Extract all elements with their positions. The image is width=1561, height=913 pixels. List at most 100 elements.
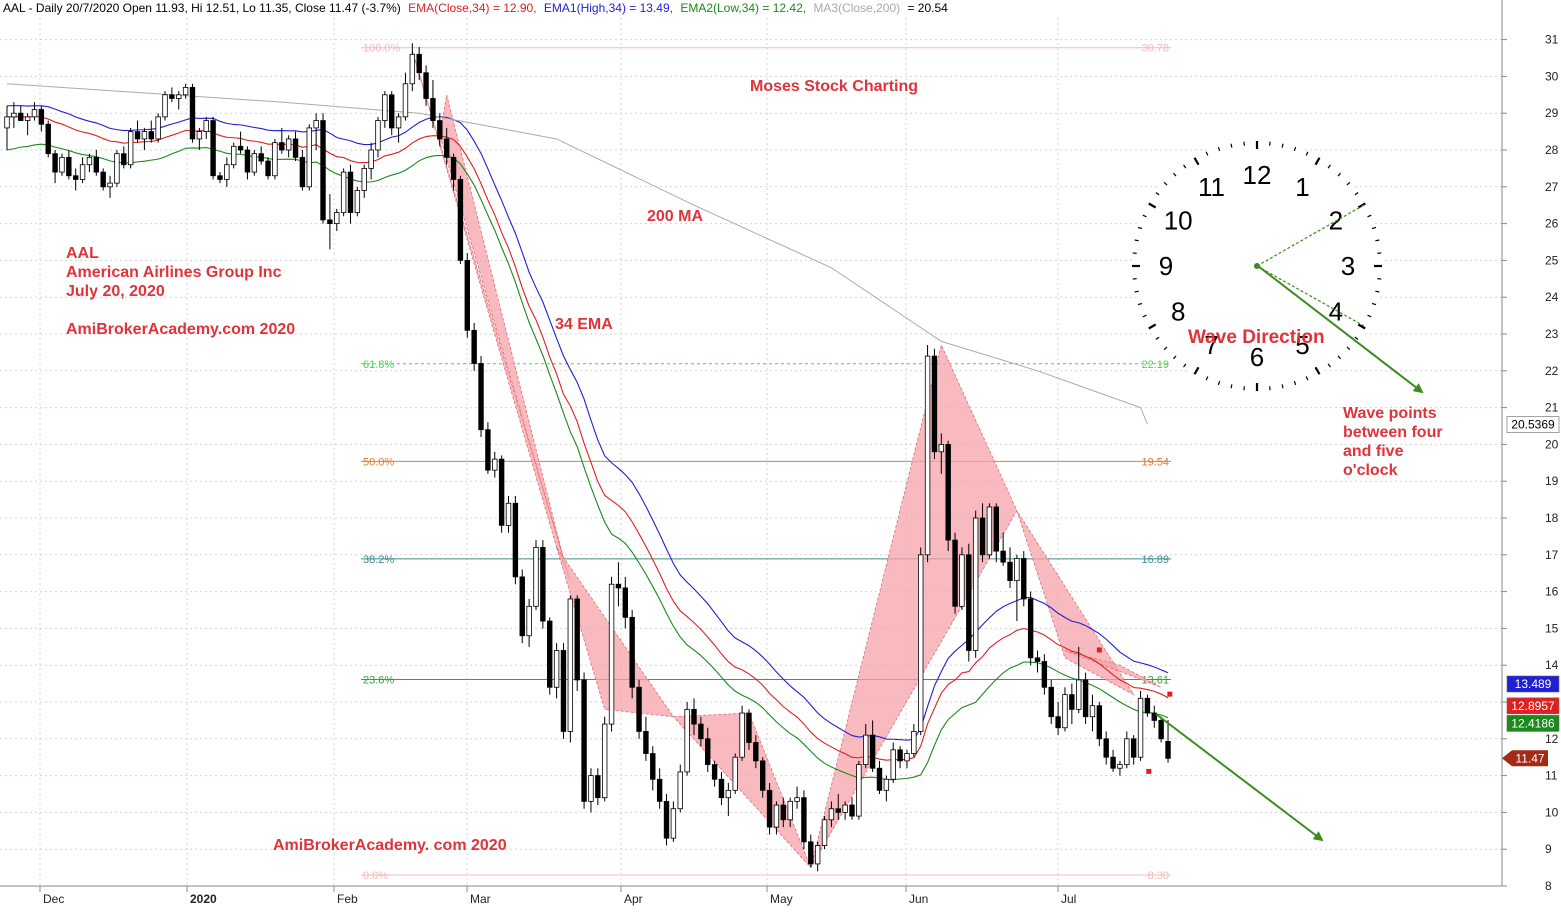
candle-body — [1159, 720, 1164, 738]
candle-body — [396, 117, 401, 128]
candle-body — [451, 157, 456, 179]
wave-note-line-4: o'clock — [1343, 462, 1398, 479]
candle-body — [121, 154, 126, 165]
candle-body — [444, 139, 449, 157]
candle-body — [678, 772, 683, 809]
candle-body — [870, 735, 875, 768]
candle-body — [788, 801, 793, 819]
fib-level-label: 100.0% — [363, 43, 401, 55]
candle-body — [699, 724, 704, 739]
candle-body — [877, 768, 882, 790]
candle-body — [128, 132, 133, 165]
candle-body — [1076, 680, 1081, 709]
candle-body — [211, 121, 216, 176]
clock-tick — [1375, 291, 1379, 292]
clock-tick — [1282, 144, 1283, 148]
candle-body — [623, 588, 628, 617]
candle-body — [760, 761, 765, 790]
clock-tick — [1282, 384, 1283, 388]
clock-tick — [1231, 144, 1232, 148]
candle-body — [321, 121, 326, 220]
pivot-marker — [1097, 647, 1102, 652]
candle-body — [692, 709, 697, 724]
pivot-marker — [1146, 769, 1151, 774]
candle-body — [589, 776, 594, 802]
candle-body — [506, 503, 511, 525]
clock-number: 10 — [1164, 206, 1193, 236]
price-tick-label: 16 — [1545, 585, 1559, 599]
candle-body — [644, 731, 649, 753]
price-tick-label: 27 — [1545, 180, 1559, 194]
candle-body — [424, 73, 429, 99]
candle-body — [1090, 706, 1095, 717]
candle-body — [857, 765, 862, 817]
candle-body — [520, 577, 525, 636]
candle-body — [925, 356, 930, 555]
candle-body — [1008, 562, 1013, 580]
candle-body — [479, 363, 484, 429]
candle-body — [939, 444, 944, 451]
price-tick-label: 18 — [1545, 511, 1559, 525]
price-tick-label: 14 — [1545, 658, 1559, 672]
candle-body — [108, 183, 113, 187]
candle-body — [273, 143, 278, 176]
candle-body — [747, 713, 752, 742]
candle-body — [101, 172, 106, 187]
candle-body — [46, 124, 51, 153]
clock-number: 12 — [1243, 160, 1272, 190]
candle-body — [5, 117, 10, 128]
candle-body — [912, 731, 917, 753]
price-tag-label: 20.5369 — [1511, 418, 1555, 432]
candle-body — [39, 110, 44, 125]
date-tick-label: Feb — [337, 892, 358, 906]
candle-body — [1056, 717, 1061, 728]
clock-tick — [1135, 240, 1139, 241]
candle-body — [32, 110, 37, 117]
wave-note-line-2: between four — [1343, 424, 1443, 441]
date-tick-label: Jun — [909, 892, 928, 906]
candle-body — [685, 709, 690, 772]
candle-body — [492, 459, 497, 470]
candle-body — [616, 584, 621, 588]
candle-body — [905, 754, 910, 761]
candle-body — [115, 154, 120, 183]
candle-body — [1021, 558, 1026, 598]
fib-price-label: 8.30 — [1148, 870, 1169, 882]
candle-body — [1001, 551, 1006, 562]
price-tick-label: 24 — [1545, 290, 1559, 304]
fib-level-label: 38.2% — [363, 554, 394, 566]
candle-body — [898, 750, 903, 761]
candle-body — [1063, 695, 1068, 728]
price-tick-label: 11 — [1545, 769, 1558, 783]
candle-body — [293, 139, 298, 157]
clock-tick — [1231, 384, 1232, 388]
candle-body — [650, 754, 655, 780]
chart-header: AAL - Daily 20/7/2020 Open 11.93, Hi 12.… — [3, 1, 948, 15]
clock-number: 3 — [1341, 251, 1355, 281]
date-tick-label: May — [770, 892, 793, 906]
candle-body — [266, 161, 271, 176]
clock-tick — [1375, 240, 1379, 241]
candle-body — [383, 95, 388, 121]
price-tag-label: 12.4186 — [1511, 716, 1555, 730]
price-tag-label: 11.47 — [1515, 751, 1544, 765]
wave-direction-label: Wave Direction — [1188, 327, 1325, 348]
price-tag-label: 13.489 — [1515, 677, 1552, 691]
site-label-bottom: AmiBrokerAcademy. com 2020 — [273, 837, 507, 854]
candle-body — [932, 356, 937, 452]
candle-body — [67, 157, 72, 175]
clock-number: 1 — [1295, 172, 1309, 202]
pivot-marker — [1167, 692, 1172, 697]
price-tick-label: 22 — [1545, 364, 1559, 378]
candle-body — [73, 176, 78, 180]
fib-level-label: 61.8% — [363, 359, 394, 371]
candle-body — [80, 165, 85, 180]
candle-body — [657, 779, 662, 801]
candle-body — [781, 805, 786, 820]
price-tick-label: 26 — [1545, 217, 1559, 231]
candle-body — [802, 798, 807, 842]
candle-body — [541, 547, 546, 621]
candle-body — [245, 150, 250, 172]
clock-tick — [1135, 291, 1139, 292]
